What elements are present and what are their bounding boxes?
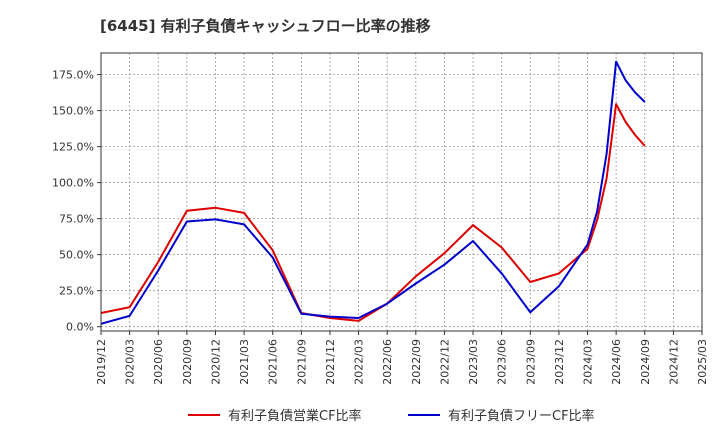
x-tick-label: 2020/03 <box>124 339 137 385</box>
x-tick-label: 2021/03 <box>238 339 251 385</box>
legend-label-1: 有利子負債営業CF比率 <box>228 408 362 424</box>
y-tick-label: 150.0% <box>52 105 94 118</box>
x-tick-label: 2021/09 <box>295 339 308 385</box>
x-tick-label: 2022/06 <box>381 339 394 385</box>
x-tick-label: 2021/06 <box>267 339 280 385</box>
x-tick-label: 2023/12 <box>553 339 566 385</box>
x-tick-label: 2021/12 <box>324 339 337 385</box>
y-axis: 0.0% 25.0% 50.0% 75.0% 100.0% 125.0% 150.0% 175… <box>52 69 101 334</box>
legend: 有利子負債営業CF比率 有利子負債フリーCF比率 <box>188 408 595 424</box>
x-tick-label: 2022/12 <box>438 339 451 385</box>
y-tick-label: 175.0% <box>52 69 94 82</box>
x-tick-label: 2023/03 <box>467 339 480 385</box>
x-tick-label: 2020/12 <box>209 339 222 385</box>
chart-title: [6445] 有利子負債キャッシュフロー比率の推移 <box>100 17 431 35</box>
x-tick-label: 2024/06 <box>610 339 623 385</box>
y-tick-label: 50.0% <box>59 249 94 262</box>
x-tick-label: 2024/03 <box>582 339 595 385</box>
x-tick-label: 2025/03 <box>696 339 709 385</box>
x-tick-label: 2020/06 <box>152 339 165 385</box>
x-tick-label: 2024/12 <box>667 339 680 385</box>
legend-label-2: 有利子負債フリーCF比率 <box>448 408 595 424</box>
x-tick-label: 2023/09 <box>524 339 537 385</box>
x-tick-label: 2022/09 <box>410 339 423 385</box>
x-axis: 2019/12 2020/03 2020/06 2020/09 2020/12 2021/… <box>95 331 709 385</box>
x-tick-label: 2023/06 <box>496 339 509 385</box>
series-line-1 <box>100 103 646 322</box>
grid <box>100 53 703 331</box>
plot-frame <box>100 52 703 332</box>
x-tick-label: 2024/09 <box>639 339 652 385</box>
series-layer <box>100 60 646 325</box>
y-tick-label: 100.0% <box>52 177 94 190</box>
y-tick-label: 125.0% <box>52 141 94 154</box>
y-tick-label: 75.0% <box>59 213 94 226</box>
x-tick-label: 2022/03 <box>353 339 366 385</box>
series-line-2 <box>100 60 646 325</box>
x-tick-label: 2019/12 <box>95 339 108 385</box>
x-tick-label: 2020/09 <box>181 339 194 385</box>
y-tick-label: 0.0% <box>66 321 94 334</box>
y-tick-label: 25.0% <box>59 285 94 298</box>
